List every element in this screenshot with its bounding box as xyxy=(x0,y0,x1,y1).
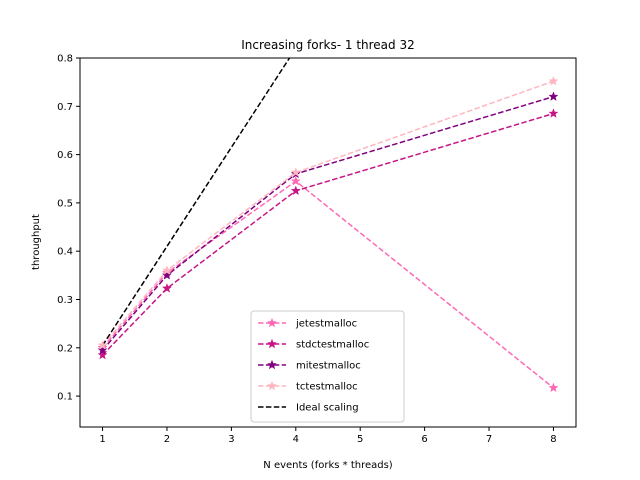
data-point-mitestmalloc xyxy=(97,344,108,355)
x-axis: 1 2 3 4 5 6 7 8 xyxy=(99,427,557,445)
plot-frame xyxy=(79,57,577,428)
y-axis: 0.1 0.2 0.3 0.4 0.5 0.6 0.7 0.8 xyxy=(57,54,80,403)
legend-label: jetestmalloc xyxy=(295,319,357,330)
x-tick-label: 7 xyxy=(486,434,492,445)
y-tick-label: 0.5 xyxy=(57,198,73,209)
y-tick-label: 0.8 xyxy=(57,54,73,65)
data-point-tctestmalloc xyxy=(97,340,108,350)
x-tick-label: 8 xyxy=(550,434,556,445)
series-line-jetestmalloc xyxy=(101,180,554,389)
data-point-stdctestmalloc xyxy=(97,349,108,360)
legend-marker-stdctestmalloc xyxy=(266,338,278,349)
marker-layer xyxy=(97,75,559,393)
y-tick-label: 0.1 xyxy=(57,392,73,403)
x-tick-label: 2 xyxy=(164,434,170,445)
y-tick-label: 0.6 xyxy=(57,150,73,161)
x-tick-label: 4 xyxy=(293,434,299,445)
chart-title: Increasing forks- 1 thread 32 xyxy=(241,38,414,52)
x-tick-label: 1 xyxy=(99,434,105,445)
legend: jetestmalloc stdctestmalloc mitestmalloc tc… xyxy=(250,310,405,423)
legend-box xyxy=(250,310,405,423)
y-axis-label: throughput xyxy=(31,214,42,270)
legend-label: mitestmalloc xyxy=(296,361,361,372)
legend-marker-jetestmalloc xyxy=(266,317,278,328)
legend-label: Ideal scaling xyxy=(296,403,359,414)
data-point-jetestmalloc xyxy=(548,382,559,393)
series-line-mitestmalloc xyxy=(101,95,554,351)
data-point-tctestmalloc xyxy=(290,167,301,177)
legend-label: tctestmalloc xyxy=(296,382,358,393)
data-point-stdctestmalloc xyxy=(161,283,173,293)
legend-marker-tctestmalloc xyxy=(266,380,278,391)
x-tick-label: 5 xyxy=(357,434,363,445)
y-tick-label: 0.2 xyxy=(57,343,73,354)
x-tick-label: 6 xyxy=(421,434,427,445)
x-axis-label: N events (forks * threads) xyxy=(263,460,393,471)
data-point-tctestmalloc xyxy=(548,75,559,86)
data-point-jetestmalloc xyxy=(290,175,301,186)
y-tick-label: 0.3 xyxy=(57,295,73,306)
legend-marker-mitestmalloc xyxy=(266,359,278,370)
data-point-stdctestmalloc xyxy=(290,185,301,196)
series-line-stdctestmalloc xyxy=(102,112,554,356)
y-tick-label: 0.4 xyxy=(57,247,73,258)
data-point-stdctestmalloc xyxy=(548,108,559,118)
data-point-tctestmalloc xyxy=(161,265,173,275)
x-tick-label: 3 xyxy=(228,434,234,445)
y-tick-label: 0.7 xyxy=(57,102,73,113)
series-layer xyxy=(101,58,554,389)
series-line-tctestmalloc xyxy=(101,80,554,346)
data-point-mitestmalloc xyxy=(161,270,173,280)
data-point-mitestmalloc xyxy=(548,91,559,101)
legend-label: stdctestmalloc xyxy=(296,340,369,351)
